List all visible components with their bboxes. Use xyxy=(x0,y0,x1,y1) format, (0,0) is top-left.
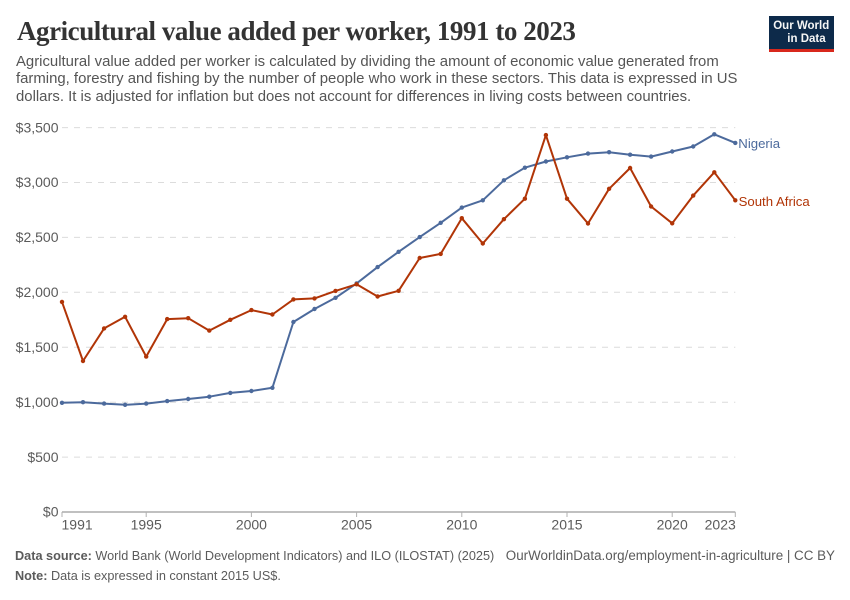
svg-text:1995: 1995 xyxy=(131,517,162,533)
svg-text:1991: 1991 xyxy=(62,517,93,533)
svg-text:$2,000: $2,000 xyxy=(16,284,59,300)
svg-text:Nigeria: Nigeria xyxy=(738,136,780,151)
svg-text:2015: 2015 xyxy=(551,517,582,533)
svg-text:$2,500: $2,500 xyxy=(16,229,59,245)
svg-text:$3,000: $3,000 xyxy=(16,174,59,190)
svg-text:2005: 2005 xyxy=(341,517,372,533)
svg-text:$500: $500 xyxy=(27,449,58,465)
svg-text:South Africa: South Africa xyxy=(739,194,811,209)
svg-text:$1,000: $1,000 xyxy=(16,394,59,410)
svg-text:2010: 2010 xyxy=(446,517,477,533)
svg-text:$3,500: $3,500 xyxy=(16,119,59,135)
svg-text:$1,500: $1,500 xyxy=(16,339,59,355)
svg-text:2023: 2023 xyxy=(705,517,736,533)
svg-text:$0: $0 xyxy=(43,504,59,520)
svg-text:2020: 2020 xyxy=(657,517,688,533)
svg-text:2000: 2000 xyxy=(236,517,267,533)
